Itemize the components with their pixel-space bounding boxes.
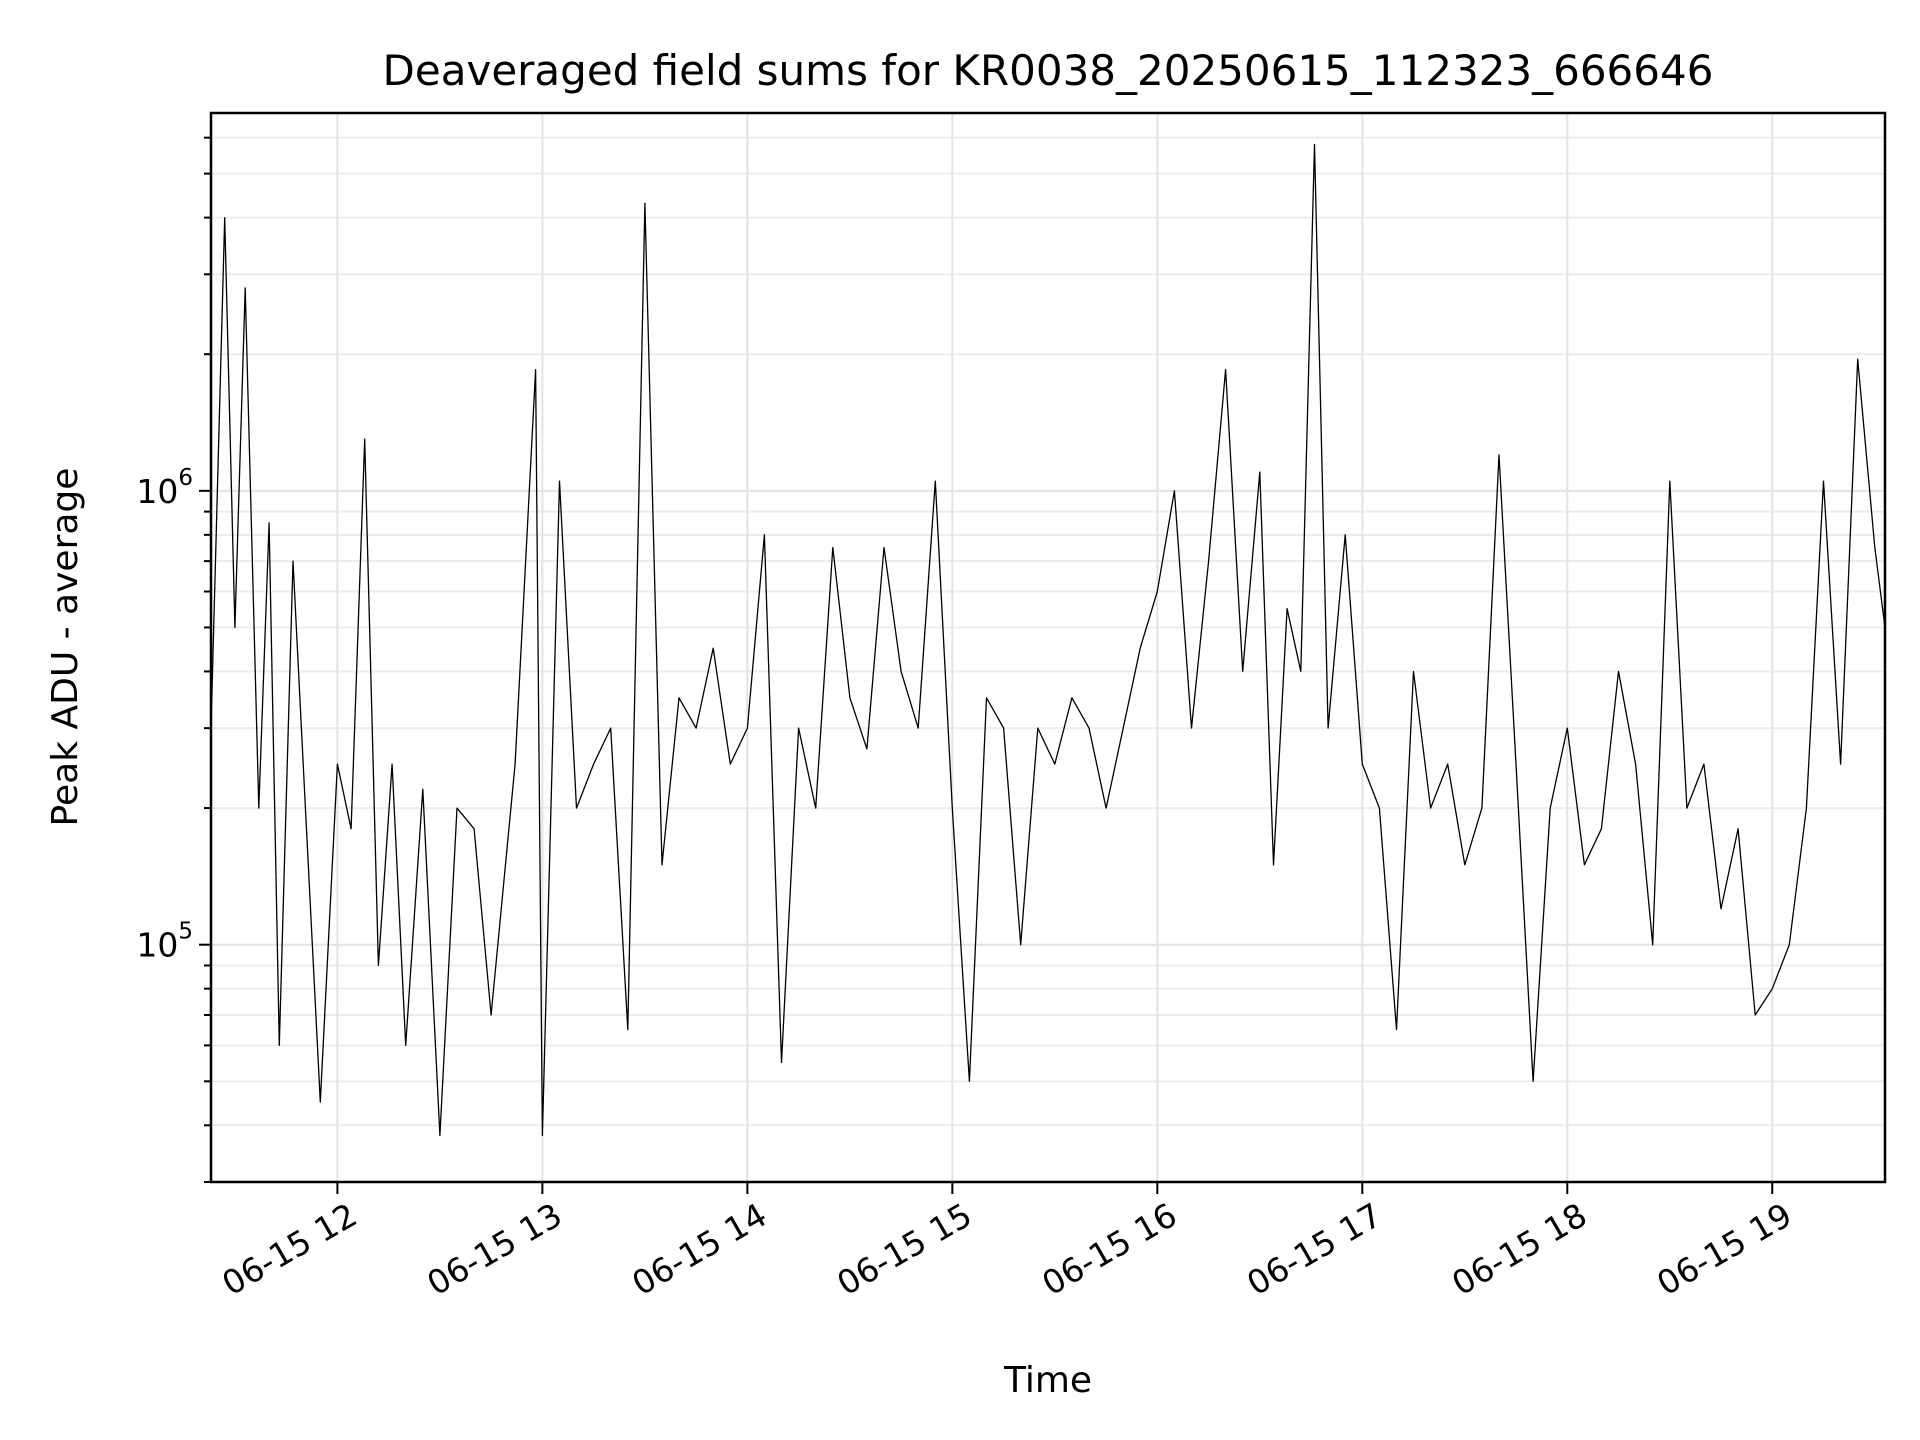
plot-frame bbox=[209, 111, 1887, 1184]
x-axis-label: Time bbox=[1003, 1360, 1092, 1401]
grid bbox=[211, 113, 1885, 1183]
y-axis-label: Peak ADU - average bbox=[45, 468, 86, 827]
y-tick-exponent: 6 bbox=[178, 465, 193, 491]
chart-title: Deaveraged field sums for KR0038_2025061… bbox=[383, 46, 1714, 95]
y-tick-exponent: 5 bbox=[178, 919, 193, 945]
series-line bbox=[210, 143, 1886, 1137]
